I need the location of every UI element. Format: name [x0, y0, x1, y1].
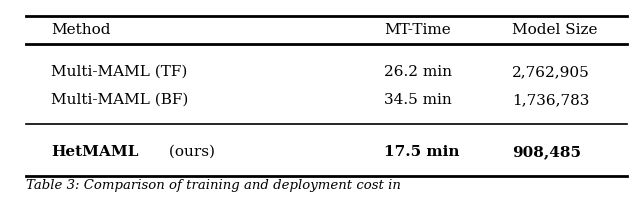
Text: HetMAML: HetMAML [51, 145, 139, 159]
Text: Method: Method [51, 23, 111, 37]
Text: Table 3: Comparison of training and deployment cost in: Table 3: Comparison of training and depl… [26, 179, 401, 192]
Text: 1,736,783: 1,736,783 [512, 93, 589, 107]
Text: 908,485: 908,485 [512, 145, 581, 159]
Text: 34.5 min: 34.5 min [384, 93, 452, 107]
Text: (ours): (ours) [164, 145, 215, 159]
Text: MT-Time: MT-Time [384, 23, 451, 37]
Text: Model Size: Model Size [512, 23, 598, 37]
Text: 17.5 min: 17.5 min [384, 145, 460, 159]
Text: 26.2 min: 26.2 min [384, 65, 452, 79]
Text: Multi-MAML (BF): Multi-MAML (BF) [51, 93, 189, 107]
Text: 2,762,905: 2,762,905 [512, 65, 589, 79]
Text: Multi-MAML (TF): Multi-MAML (TF) [51, 65, 188, 79]
